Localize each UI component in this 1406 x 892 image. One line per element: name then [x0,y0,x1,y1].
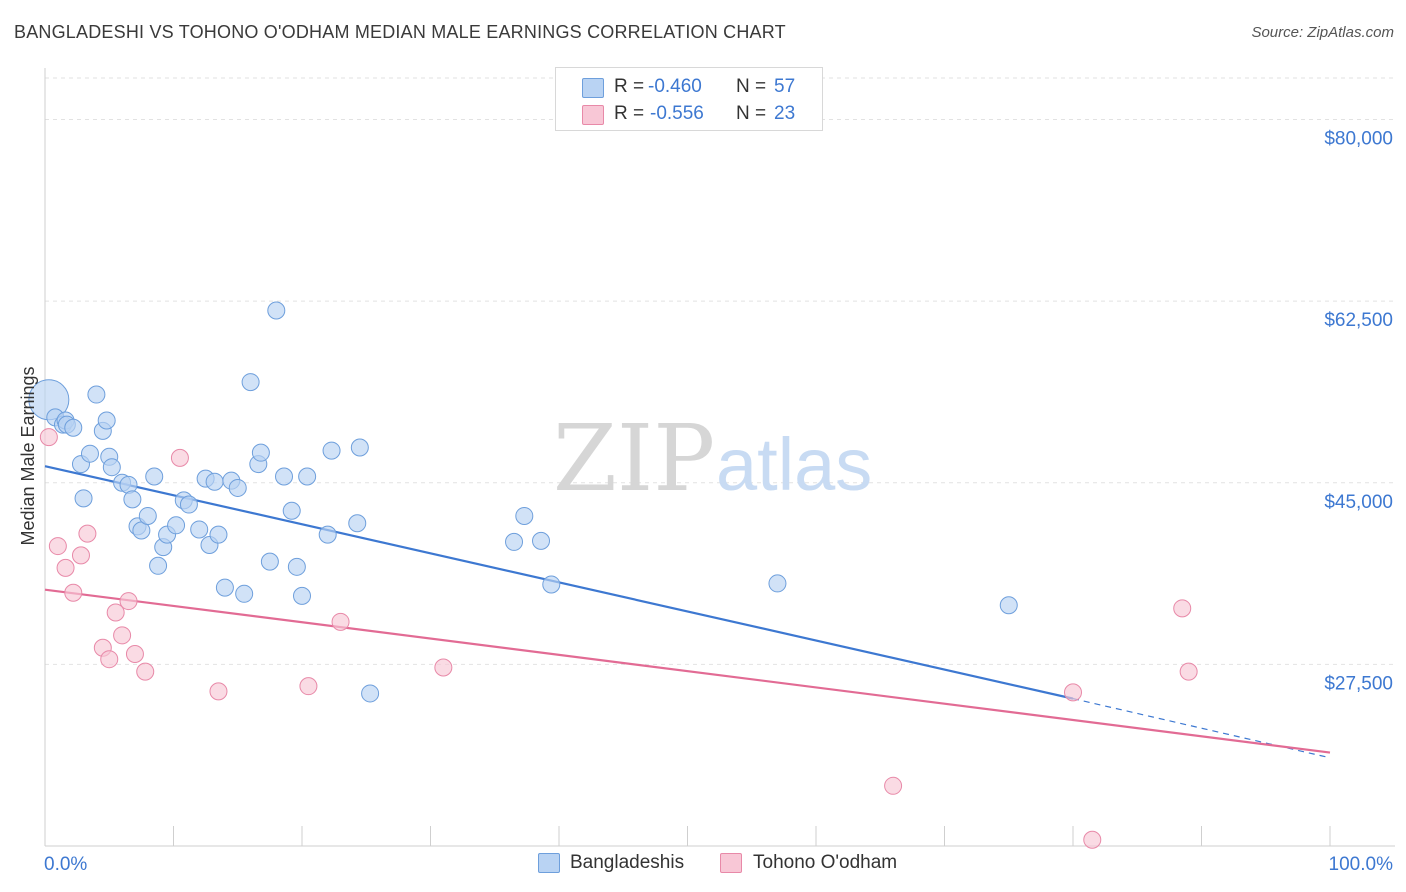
point-tohono [170,448,189,467]
point-bangladeshis [361,684,380,703]
grid-layer [45,77,1395,665]
point-tohono [1083,830,1102,849]
watermark: ZIP atlas [553,405,872,512]
point-bangladeshis [287,557,306,576]
point-bangladeshis [542,575,561,594]
point-bangladeshis [999,596,1018,615]
point-tohono [106,603,125,622]
point-bangladeshis [505,532,524,551]
point-bangladeshis [251,443,270,462]
point-tohono [71,546,90,565]
point-tohono [119,592,138,611]
x-tick-label: 0.0% [44,854,87,875]
bottom-legend-label-tohono: Tohono O'odham [753,852,898,873]
point-bangladeshis [167,516,186,535]
point-tohono [113,626,132,645]
point-tohono [434,658,453,677]
point-bangladeshis [348,514,367,533]
point-bangladeshis [350,438,369,457]
point-bangladeshis [145,467,164,486]
trendline-bangladeshis-extension [1072,698,1331,759]
point-tohono [39,428,58,447]
legend-r-value-tohono: -0.556 [650,103,704,124]
point-bangladeshis [228,478,247,497]
correlation-legend: R = -0.460 N = 57 R = -0.556 N = 23 [555,67,823,131]
bottom-legend-label-bangladeshis: Bangladeshis [570,852,685,873]
y-tick-label: $62,500 [1324,310,1393,331]
point-bangladeshis [275,467,294,486]
y-axis-title: Median Male Earnings [18,366,38,545]
point-bangladeshis [318,525,337,544]
point-tohono [125,645,144,663]
watermark-zip: ZIP [553,405,715,512]
point-bangladeshis [205,472,224,491]
x-tick-label: 100.0% [1329,854,1394,875]
point-bangladeshis [138,506,157,525]
point-tohono [1064,683,1082,702]
point-bangladeshis [190,520,209,539]
point-bangladeshis [209,525,228,544]
point-tohono [1179,662,1198,681]
legend-r-label: R = [614,103,645,124]
legend-n-label: N = [736,76,767,97]
point-bangladeshis [74,489,93,508]
point-tohono [1173,599,1192,618]
point-tohono [209,682,228,701]
point-tohono [299,677,318,696]
point-bangladeshis [260,552,279,571]
point-bangladeshis [241,373,260,392]
point-bangladeshis [179,495,198,514]
bottom-legend-swatch-bangladeshis [538,853,560,873]
trendline-tohono [44,588,1331,754]
point-bangladeshis [532,531,551,550]
point-tohono [100,650,119,669]
legend-n-value-tohono: 23 [774,103,796,124]
legend-swatch-tohono [582,105,604,125]
label-layer: $27,500 $45,000 $62,500 $80,000 0.0% 100.0% Me… [18,129,1393,875]
bottom-legend-swatch-tohono [720,853,742,873]
point-bangladeshis [64,418,83,437]
point-tohono [884,776,903,795]
watermark-atlas: atlas [716,423,872,506]
point-tohono [331,612,350,631]
point-bangladeshis [215,578,234,597]
point-bangladeshis [267,301,286,320]
chart-title: BANGLADESHI VS TOHONO O'ODHAM MEDIAN MAL… [14,22,786,42]
point-bangladeshis [102,458,121,477]
point-bangladeshis [235,584,254,603]
point-bangladeshis [149,556,168,575]
point-tohono [64,583,83,602]
point-tohono [78,524,97,543]
y-tick-label: $80,000 [1324,129,1393,150]
point-tohono [48,537,67,556]
legend-n-value-bangladeshis: 57 [774,76,796,97]
y-tick-label: $27,500 [1324,673,1393,694]
point-bangladeshis [298,467,317,486]
y-tick-label: $45,000 [1324,492,1393,513]
legend-r-label: R = [614,76,645,97]
point-tohono [56,558,75,577]
point-bangladeshis [97,411,116,430]
point-bangladeshis [123,490,142,509]
point-bangladeshis [322,441,341,460]
source-credit: Source: ZipAtlas.com [1251,24,1394,41]
point-tohono [136,662,155,681]
legend-n-label: N = [736,103,767,124]
point-bangladeshis [768,574,787,593]
legend-swatch-bangladeshis [582,78,604,98]
point-bangladeshis [515,506,534,525]
axis-layer [44,68,1395,847]
points-layer [28,301,1198,849]
point-bangladeshis [293,586,311,605]
point-bangladeshis [282,501,301,520]
point-bangladeshis [87,385,106,404]
legend-r-value-bangladeshis: -0.460 [648,76,702,97]
point-bangladeshis [80,444,99,463]
